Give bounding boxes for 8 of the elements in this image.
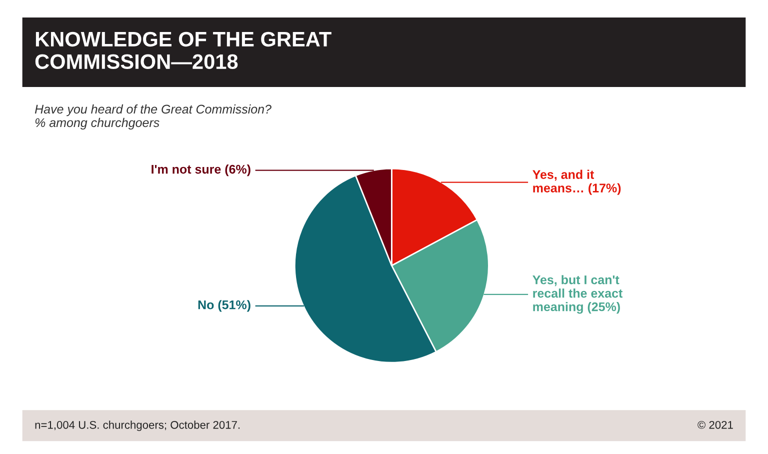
text: n=1,004 U.S. churchgoers; October 2017. — [35, 420, 240, 432]
chart-subtitle: Have you heard of the Great Commission? % among churchgoers — [34, 104, 272, 130]
slice-label: Yes, but I can't recall the exact meaning (25%) — [532, 275, 623, 314]
slice-label: No (51%) — [198, 300, 250, 312]
slice-label: I'm not sure (6%) — [152, 164, 250, 176]
chart-title: KNOWLEDGE OF THE GREAT COMMISSION—2018 — [35, 32, 332, 70]
text: © 2021 — [698, 420, 733, 429]
slice-label: Yes, and it means… (17%) — [532, 170, 621, 195]
